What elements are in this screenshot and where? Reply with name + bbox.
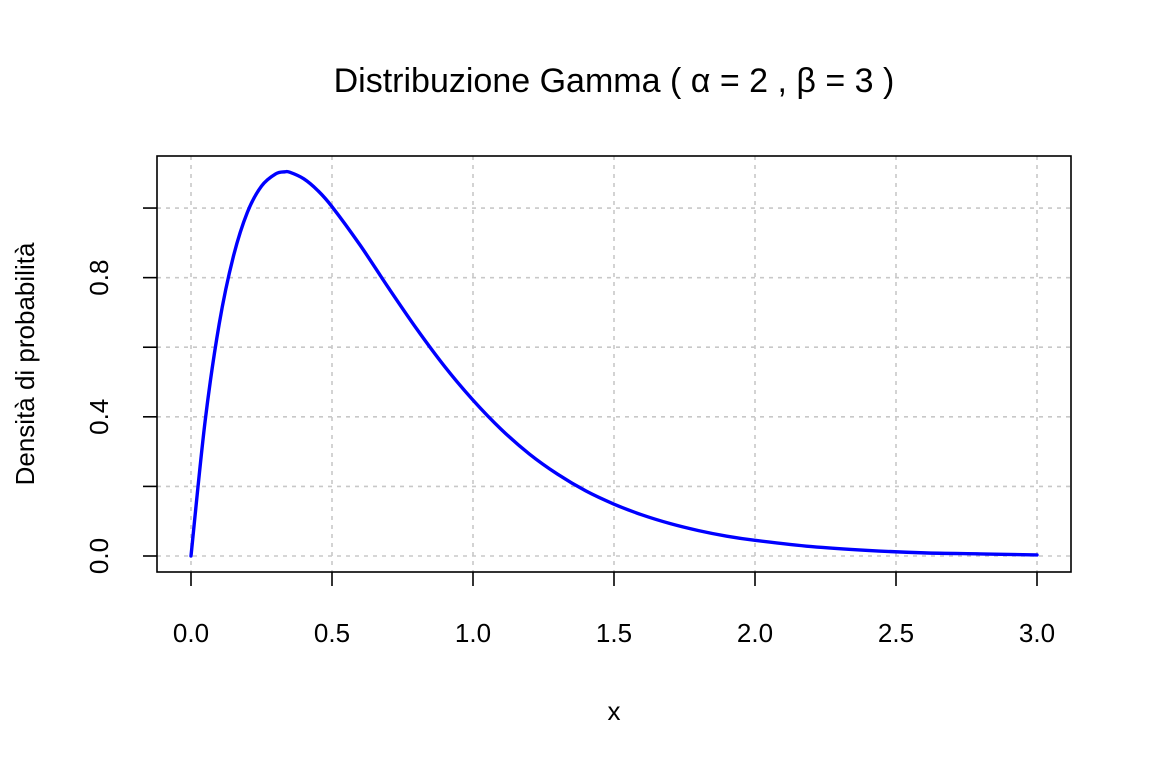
- y-tick-label: 0.0: [84, 538, 114, 574]
- x-tick-label: 1.5: [596, 618, 632, 648]
- y-tick-label: 0.4: [84, 399, 114, 435]
- gamma-density-line: [189, 169, 1039, 558]
- x-axis: 0.0 0.5 1.0 1.5 2.0 2.5 3.0: [173, 572, 1055, 648]
- grid-lines: [157, 156, 1071, 572]
- x-tick-label: 0.0: [173, 618, 209, 648]
- x-tick-label: 2.5: [878, 618, 914, 648]
- x-tick-label: 0.5: [314, 618, 350, 648]
- x-tick-label: 3.0: [1019, 618, 1055, 648]
- chart-title: Distribuzione Gamma ( α = 2 , β = 3 ): [334, 62, 895, 100]
- x-tick-label: 1.0: [455, 618, 491, 648]
- y-axis: 0.0 0.4 0.8: [84, 207, 157, 574]
- x-tick-label: 2.0: [737, 618, 773, 648]
- curve-layer: [189, 169, 1039, 558]
- y-tick-label: 0.8: [84, 260, 114, 296]
- y-axis-label: Densità di probabilità: [10, 242, 40, 485]
- x-axis-label: x: [608, 696, 621, 726]
